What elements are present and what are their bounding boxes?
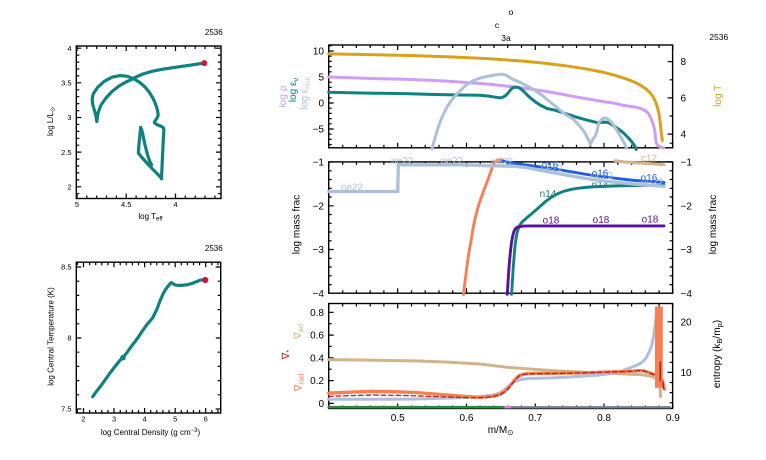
svg-text:4: 4 — [173, 200, 177, 209]
svg-text:ne22: ne22 — [641, 177, 664, 188]
svg-text:m/M⊙: m/M⊙ — [488, 425, 514, 437]
svg-text:0.6: 0.6 — [310, 331, 324, 342]
svg-text:2: 2 — [81, 415, 85, 424]
svg-text:n14: n14 — [592, 180, 609, 191]
svg-text:−2: −2 — [313, 201, 325, 212]
svg-text:4: 4 — [143, 415, 147, 424]
svg-text:o18: o18 — [642, 215, 659, 226]
svg-text:log L/L⊙: log L/L⊙ — [46, 107, 57, 136]
svg-text:0.4: 0.4 — [310, 353, 324, 364]
svg-text:log εnuc: log εnuc — [300, 76, 312, 109]
svg-text:o16: o16 — [641, 173, 658, 184]
svg-text:8.5: 8.5 — [61, 263, 71, 272]
svg-text:3.5: 3.5 — [61, 79, 71, 88]
svg-text:o18: o18 — [593, 215, 610, 226]
svg-text:∇ad: ∇ad — [293, 324, 305, 340]
svg-text:10: 10 — [681, 368, 693, 379]
svg-text:ne22: ne22 — [391, 156, 414, 167]
svg-text:5: 5 — [75, 200, 79, 209]
svg-text:20: 20 — [681, 317, 693, 328]
svg-text:∇*: ∇* — [281, 350, 293, 361]
svg-text:2.5: 2.5 — [61, 148, 71, 157]
svg-text:0.7: 0.7 — [528, 413, 542, 424]
svg-text:0.2: 0.2 — [310, 376, 324, 387]
svg-text:−1: −1 — [313, 158, 325, 169]
svg-text:log Central Temperature (K): log Central Temperature (K) — [46, 287, 55, 386]
svg-text:8: 8 — [67, 334, 71, 343]
svg-text:n14: n14 — [540, 189, 557, 200]
svg-text:o16: o16 — [542, 160, 559, 171]
svg-text:0: 0 — [318, 99, 324, 110]
svg-text:0.9: 0.9 — [666, 413, 680, 424]
svg-text:0.5: 0.5 — [391, 413, 405, 424]
svg-text:log mass frac: log mass frac — [708, 195, 719, 254]
svg-text:7.5: 7.5 — [61, 405, 71, 414]
svg-text:o18: o18 — [543, 216, 560, 227]
svg-text:o16: o16 — [592, 169, 609, 180]
svg-text:−3: −3 — [681, 245, 693, 256]
svg-text:−2: −2 — [681, 201, 693, 212]
svg-text:ne22: ne22 — [441, 156, 464, 167]
svg-text:8: 8 — [681, 57, 687, 68]
svg-text:5: 5 — [318, 73, 324, 84]
svg-text:−1: −1 — [681, 158, 693, 169]
svg-text:−5: −5 — [313, 125, 325, 136]
svg-text:2536: 2536 — [205, 244, 223, 253]
svg-text:∇rad: ∇rad — [294, 374, 306, 393]
svg-text:10: 10 — [313, 47, 325, 58]
svg-text:5: 5 — [173, 415, 177, 424]
svg-text:0: 0 — [318, 399, 324, 410]
svg-text:log ρ: log ρ — [278, 85, 289, 107]
svg-text:c: c — [495, 20, 500, 30]
svg-text:0.8: 0.8 — [597, 413, 611, 424]
svg-text:2536: 2536 — [205, 28, 223, 37]
svg-text:ne22: ne22 — [491, 157, 514, 168]
svg-text:−4: −4 — [681, 289, 693, 300]
svg-text:c12: c12 — [641, 154, 658, 165]
svg-text:ne22: ne22 — [341, 182, 364, 193]
svg-text:3: 3 — [112, 415, 116, 424]
svg-text:log mass frac: log mass frac — [292, 195, 303, 254]
svg-text:−4: −4 — [313, 289, 325, 300]
svg-text:log Central Density (g cm−3): log Central Density (g cm−3) — [101, 428, 201, 437]
svg-text:4: 4 — [67, 44, 71, 53]
svg-text:0.8: 0.8 — [310, 308, 324, 319]
svg-text:log T: log T — [713, 85, 724, 107]
svg-text:4.5: 4.5 — [121, 200, 131, 209]
svg-text:6: 6 — [204, 415, 208, 424]
svg-text:0.6: 0.6 — [460, 413, 474, 424]
svg-text:log Teff: log Teff — [138, 212, 163, 223]
svg-text:4: 4 — [681, 130, 687, 141]
svg-text:2536: 2536 — [709, 32, 728, 42]
svg-text:ne22: ne22 — [541, 163, 564, 174]
svg-text:o: o — [509, 7, 514, 17]
svg-text:log εν: log εν — [288, 78, 300, 103]
svg-text:6: 6 — [681, 93, 687, 104]
svg-text:−3: −3 — [313, 245, 325, 256]
svg-text:3a: 3a — [501, 33, 511, 43]
svg-text:ne22: ne22 — [591, 171, 614, 182]
svg-text:entropy (kB/mp): entropy (kB/mp) — [712, 320, 724, 388]
svg-text:2: 2 — [67, 183, 71, 192]
svg-text:3: 3 — [67, 113, 71, 122]
